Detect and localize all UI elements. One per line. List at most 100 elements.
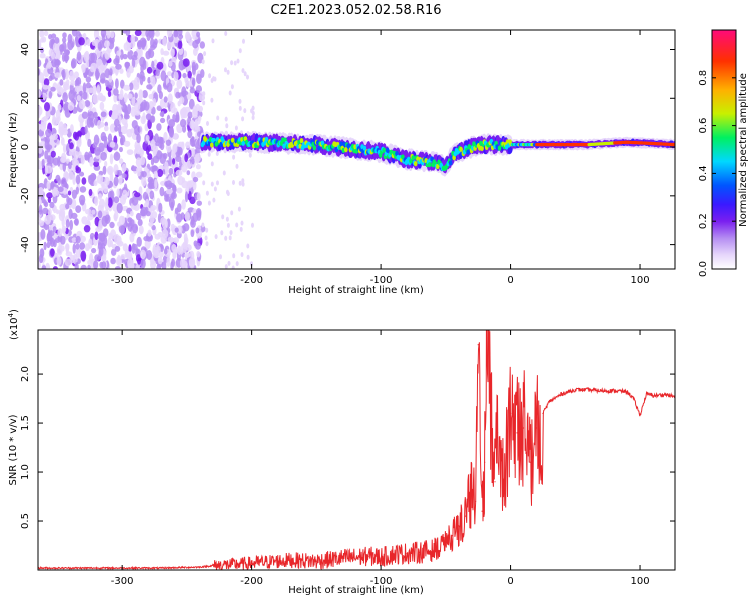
spectrogram-noise-cell [70,212,78,219]
spectrogram-noise-cell [237,206,241,212]
spectrogram-noise-cell [40,229,46,240]
ridge-core [210,142,214,148]
ridge-core [362,145,367,151]
spectrogram-noise-cell [154,30,160,37]
spectrogram-noise-cell [230,210,234,216]
spectrogram-noise-cell [62,92,68,103]
spectrogram-noise-cell [145,211,151,217]
spectrogram-noise-cell [49,225,53,231]
spectrogram-noise-cell [61,217,65,228]
spectrogram-noise-cell [79,199,85,206]
spectrogram-noise-cell [138,225,144,235]
spectrogram-noise-cell [246,74,249,80]
spectrogram-y-label: Frequency (Hz) [8,112,19,188]
spectrogram-noise-cell [43,241,47,251]
ridge-core [466,149,470,155]
spectrogram-noise-cell [78,99,86,110]
y-tick-label: 2.0 [20,366,31,382]
snr-frame [37,329,676,571]
spectrogram-noise-cell [109,141,116,148]
spectrogram-noise-cell [123,92,128,103]
spectrogram-noise-cell [59,44,65,52]
spectrogram-noise-cell [94,147,101,156]
spectrogram-noise-cell [139,30,147,37]
spectrogram-noise-cell [52,266,58,269]
spectrogram-noise-cell [96,174,104,184]
spectrogram-noise-cell [134,109,141,116]
spectrogram-noise-cell [148,180,153,189]
spectrogram-noise-cell [224,235,228,241]
spectrogram-noise-cell [175,155,182,162]
spectrogram-noise-cell [134,92,138,99]
ridge-core [299,138,304,144]
spectrogram-noise-cell [196,250,201,258]
spectrogram-noise-cell [119,68,124,74]
spectrogram-noise-cell [179,96,185,105]
spectrogram-noise-cell [184,252,191,258]
spectrogram-noise-cell [87,213,94,221]
spectrogram-noise-cell [221,214,225,220]
spectrogram-noise-cell [119,146,123,153]
spectrogram-noise-cell [232,253,236,259]
spectrogram-noise-cell [69,142,74,150]
spectrogram-noise-cell [202,100,206,106]
spectrogram-noise-cell [87,87,95,94]
spectrogram-noise-cell [104,125,109,132]
spectrogram-noise-cell [52,114,56,123]
spectrogram-noise-cell [132,223,139,234]
spectrogram-noise-cell [46,180,51,190]
spectrogram-noise-cell [163,248,168,255]
ridge-core [427,162,432,168]
snr-axes: -300 -200 -100 0 100 0.5 1.0 1.5 2.0 [20,330,675,587]
spectrogram-noise-cell [187,70,192,79]
spectrogram-noise-cell [196,192,201,201]
spectrogram-noise-cell [175,169,183,176]
spectrogram-noise-cell [153,38,158,46]
spectrogram-noise-cell [57,186,64,193]
ridge-core [430,156,434,162]
spectrogram-noise-cell [107,90,112,98]
y-tick-label: 40 [20,43,31,56]
ridge-core [339,141,343,147]
spectrogram-noise-cell [166,144,172,153]
spectrogram-noise-cell [62,187,68,195]
spectrogram-noise-cell [84,151,89,161]
spectrogram-noise-cell [70,124,74,134]
spectrogram-noise-cell [47,196,52,203]
spectrogram-noise-cell [44,214,52,225]
spectrogram-noise-cell [55,109,61,120]
ridge-core [241,140,245,146]
spectrogram-noise-cell [156,61,164,70]
spectrogram-noise-cell [146,250,153,260]
spectrogram-noise-cell [123,114,130,120]
spectrogram-noise-cell [93,134,100,146]
spectrogram-noise-cell [49,214,56,221]
x-tick-label: -200 [240,275,263,286]
spectrogram-noise-cell [50,248,55,257]
spectrogram-noise-cell [51,58,57,68]
spectrogram-noise-cell [224,31,228,36]
spectrogram-noise-cell [105,197,109,207]
spectrogram-noise-cell [56,256,62,266]
spectrogram-noise-cell [120,224,124,236]
spectrogram-noise-cell [94,216,100,227]
spectrogram-noise-cell [216,115,220,121]
spectrogram-noise-cell [135,248,140,255]
spectrogram-noise-cell [181,90,189,96]
spectrogram-noise-cell [73,71,79,79]
spectrogram-noise-cell [52,157,60,166]
spectrogram-noise-cell [211,38,215,44]
spectrogram-noise-cell [148,221,154,227]
spectrogram-noise-cell [100,72,106,83]
spectrogram-noise-cell [50,181,55,190]
spectrogram-noise-cell [133,51,138,58]
spectrogram-noise-cell [182,223,190,232]
spectrogram-noise-cell [67,190,72,196]
x-tick-label: -100 [370,576,393,587]
spectrogram-noise-cell [181,199,186,210]
spectrogram-noise-cell [184,153,189,163]
spectrogram-noise-cell [109,221,115,229]
spectrogram-noise-cell [97,210,103,219]
spectrogram-noise-cell [38,232,41,243]
spectrogram-noise-cell [243,108,247,114]
